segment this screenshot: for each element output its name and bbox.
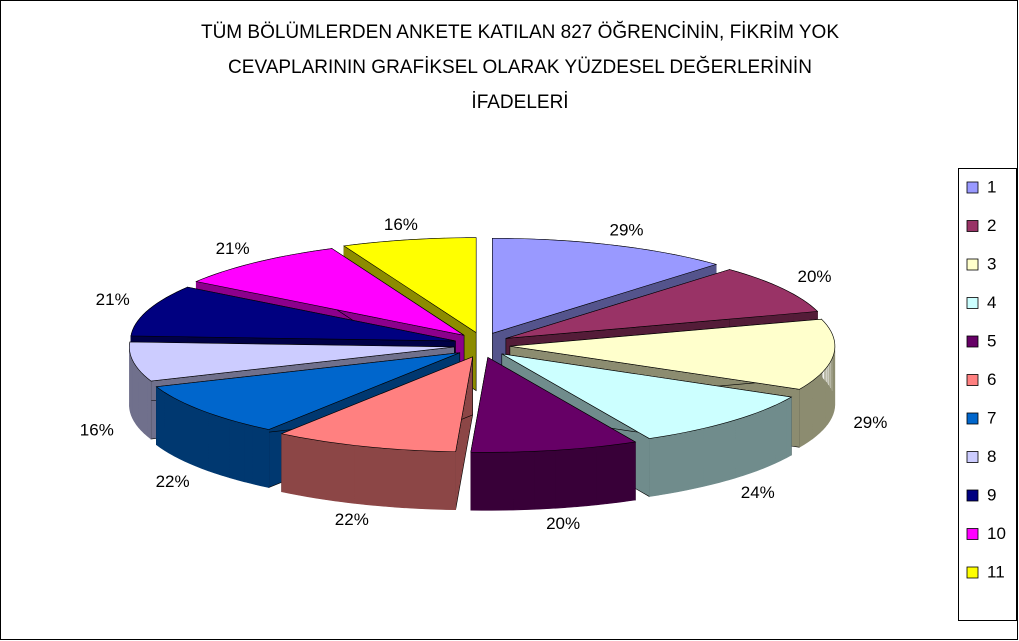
- slice-top: [492, 237, 718, 334]
- legend-label: 9: [987, 485, 996, 504]
- slice-top: [280, 356, 474, 453]
- slice-top: [129, 341, 455, 382]
- legend-swatch: [966, 297, 979, 309]
- legend-swatch: [966, 566, 979, 579]
- legend-label: 8: [987, 447, 996, 466]
- slice-top: [195, 248, 465, 336]
- slice-wall: [649, 396, 792, 497]
- legend-swatch: [966, 220, 979, 232]
- data-label: 16%: [80, 420, 114, 439]
- slice-top: [343, 237, 477, 334]
- legend-label: 4: [987, 293, 996, 312]
- slice-top: [130, 286, 456, 342]
- data-label: 29%: [853, 413, 887, 432]
- legend-box: [958, 168, 1017, 621]
- legend-label: 1: [987, 177, 996, 196]
- data-label: 29%: [610, 221, 644, 240]
- chart-title: TÜM BÖLÜMLERDEN ANKETE KATILAN 827 ÖĞREN…: [201, 21, 839, 43]
- legend-label: 3: [987, 254, 996, 273]
- legend-swatch: [966, 412, 979, 425]
- slice-wall: [129, 341, 152, 440]
- legend-label: 7: [987, 408, 996, 427]
- data-label: 16%: [384, 215, 418, 234]
- slice-wall: [281, 433, 456, 511]
- data-label: 22%: [335, 510, 369, 529]
- legend-label: 2: [987, 216, 996, 235]
- slice-top: [470, 356, 637, 453]
- slice-top: [501, 353, 793, 439]
- legend-swatch: [966, 451, 979, 463]
- chart-title: CEVAPLARININ GRAFİKSEL OLARAK YÜZDESEL D…: [228, 56, 812, 78]
- slice-wall: [156, 386, 270, 488]
- legend-label: 10: [987, 524, 1006, 543]
- data-label: 24%: [741, 483, 775, 502]
- slice-wall: [470, 441, 636, 511]
- legend-swatch: [966, 528, 979, 540]
- legend-swatch: [966, 374, 979, 386]
- data-label: 20%: [798, 267, 832, 286]
- slice-top: [505, 269, 819, 339]
- slice: [470, 356, 637, 511]
- legend-label: 11: [987, 562, 1005, 581]
- data-label: 21%: [216, 239, 250, 258]
- legend-swatch: [966, 335, 979, 348]
- slice: [280, 356, 474, 511]
- slice-top: [155, 352, 460, 430]
- legend-label: 6: [987, 370, 996, 389]
- legend-swatch: [966, 258, 979, 271]
- data-label: 20%: [546, 514, 580, 533]
- legend-swatch: [966, 181, 979, 194]
- chart-title: İFADELERİ: [471, 92, 568, 113]
- legend-label: 5: [987, 331, 996, 350]
- data-label: 22%: [156, 472, 190, 491]
- data-label: 21%: [96, 290, 130, 309]
- slice-top: [509, 318, 836, 390]
- legend-swatch: [966, 489, 979, 502]
